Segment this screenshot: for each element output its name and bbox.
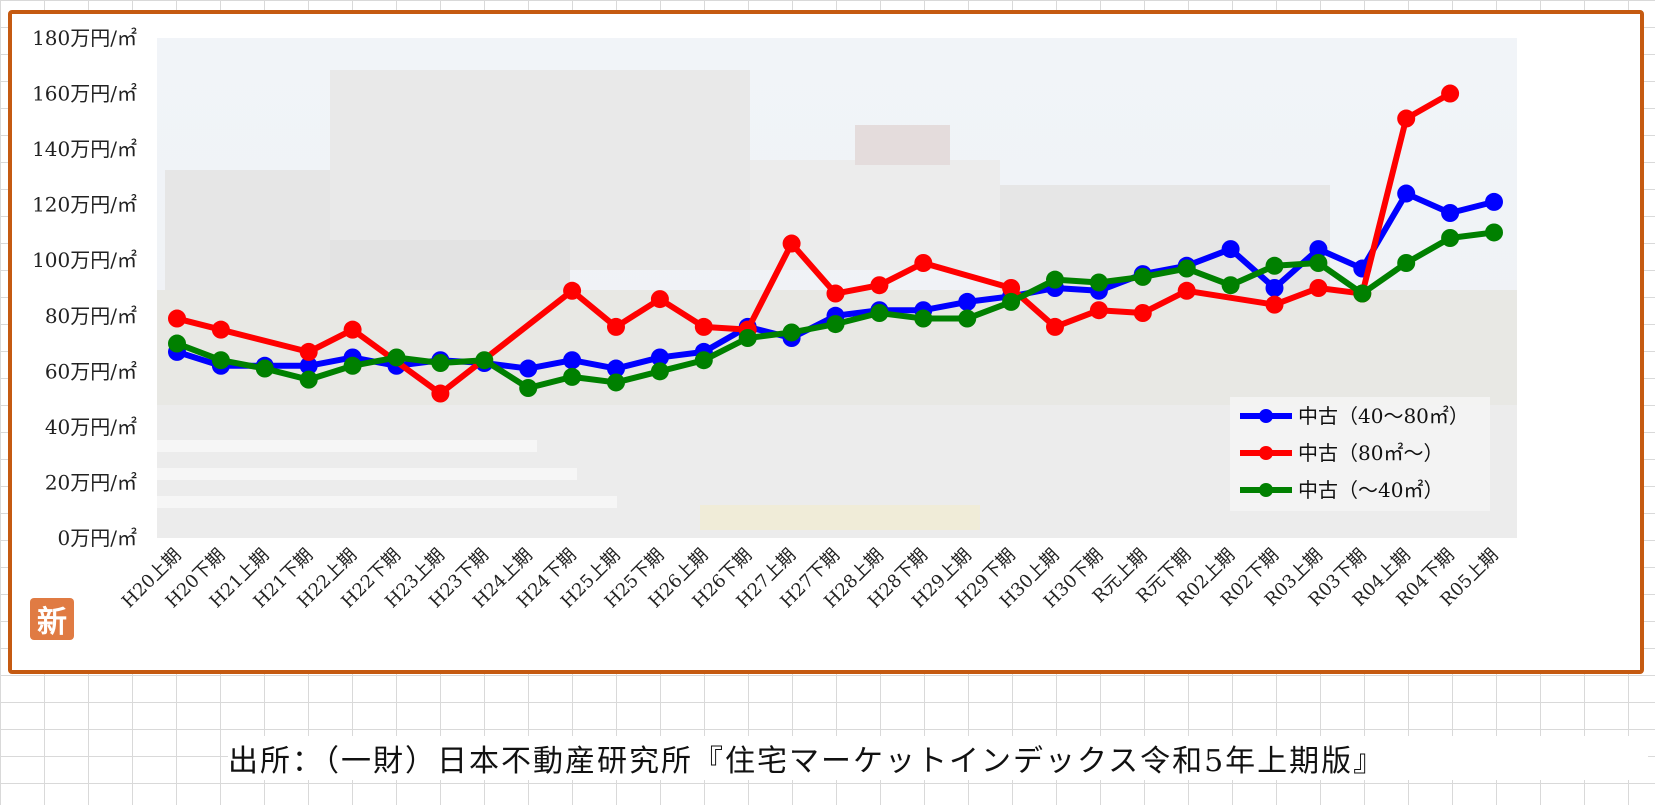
data-point [738,329,757,347]
data-point [1133,267,1152,286]
data-point [1265,295,1284,314]
legend: 中古（40～80㎡） 中古（80㎡～） 中古（～40㎡） [1230,397,1490,511]
data-point [519,379,538,397]
data-point [563,281,582,300]
data-point [1441,84,1460,103]
series-layer [168,84,1503,403]
data-point [211,320,230,339]
data-point [1353,284,1372,303]
data-point [168,309,186,328]
y-tick-label: 0万円/㎡ [58,526,137,550]
data-point [1309,240,1328,259]
y-tick-label: 160万円/㎡ [32,82,137,106]
data-point [607,359,625,378]
data-point [431,384,450,403]
data-point [1441,204,1460,222]
data-point [607,373,625,392]
data-point [650,290,669,309]
data-point [387,348,406,367]
data-point [870,276,889,295]
data-point [519,359,538,378]
data-point [563,367,582,386]
data-point [1397,109,1416,128]
y-tick-label: 20万円/㎡ [45,470,137,494]
data-point [1133,304,1152,322]
legend-marker [1259,446,1273,460]
data-point [1089,301,1108,320]
data-point [826,284,845,303]
data-point [343,356,362,375]
data-point [650,348,669,367]
data-point [299,356,318,375]
data-point [1177,259,1196,278]
data-point [255,359,274,378]
data-point [694,351,713,370]
data-point [782,234,801,253]
data-point [1221,240,1240,259]
data-point [299,370,318,389]
y-axis: 0万円/㎡ 20万円/㎡ 40万円/㎡ 60万円/㎡ 80万円/㎡ 100万円/㎡ 120万… [32,26,137,550]
data-point [1089,273,1108,292]
data-point [1177,281,1196,300]
data-point [914,254,933,272]
data-point [1265,256,1284,275]
legend-marker [1259,409,1273,423]
data-point [650,362,669,381]
data-point [1441,229,1460,247]
legend-label: 中古（40～80㎡） [1298,404,1469,428]
data-point [1485,223,1503,242]
legend-marker [1259,483,1273,497]
data-point [958,292,977,311]
data-point [1485,192,1503,211]
data-point [1397,254,1416,272]
data-point [1002,292,1021,311]
data-point [1221,276,1240,295]
data-point [1046,270,1064,289]
data-point [1309,254,1328,272]
data-point [607,317,625,336]
legend-label: 中古（～40㎡） [1298,478,1443,502]
data-point [826,315,845,334]
data-point [782,323,801,342]
y-tick-label: 60万円/㎡ [45,359,137,383]
source-note: 出所：（一財）日本不動産研究所『住宅マーケットインデックス令和5年上期版』 [228,736,1648,780]
data-point [1002,279,1021,297]
data-point [211,351,230,370]
data-point [343,320,362,339]
data-point [299,342,318,361]
new-badge: 新 [30,598,74,640]
data-point [1046,317,1064,336]
data-point [1265,279,1284,297]
y-tick-label: 180万円/㎡ [32,26,137,50]
y-tick-label: 80万円/㎡ [45,304,137,328]
data-point [914,309,933,328]
data-point [563,351,582,370]
data-point [1397,184,1416,203]
y-tick-label: 40万円/㎡ [45,415,137,439]
data-point [958,309,977,328]
legend-label: 中古（80㎡～） [1298,441,1443,465]
data-point [870,304,889,322]
y-tick-label: 140万円/㎡ [32,137,137,161]
y-tick-label: 120万円/㎡ [32,193,137,217]
series-2 [168,223,1503,397]
data-point [431,354,450,372]
data-point [168,334,186,353]
data-point [475,351,494,370]
data-point [694,317,713,336]
data-point [1309,279,1328,297]
x-axis: H20上期H20下期H21上期H21下期H22上期H22下期H23上期H23下期… [118,545,1503,613]
y-tick-label: 100万円/㎡ [32,248,137,272]
